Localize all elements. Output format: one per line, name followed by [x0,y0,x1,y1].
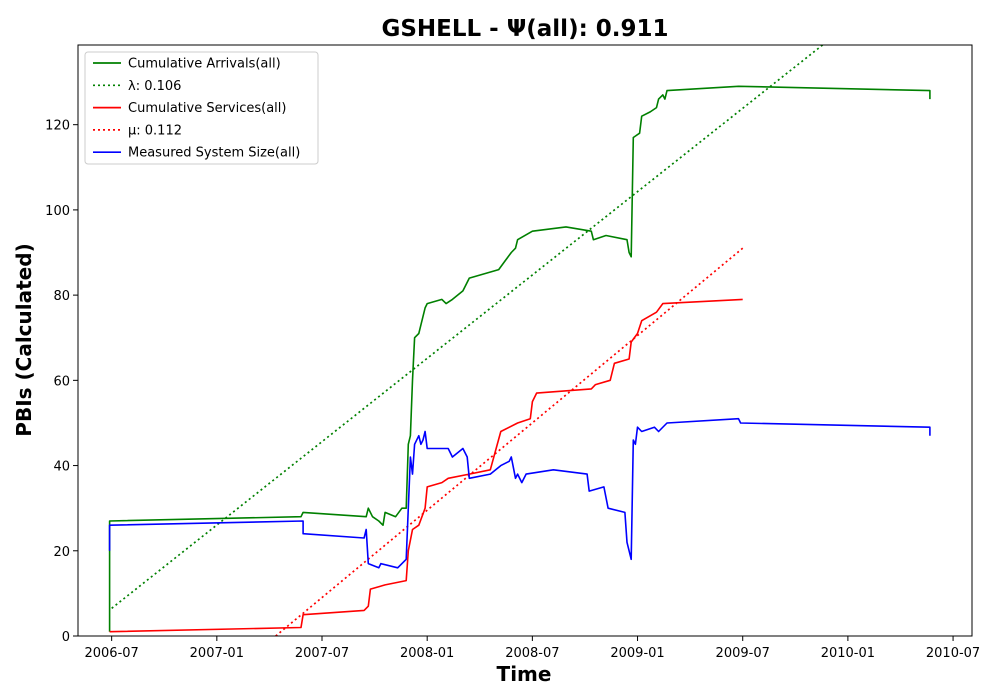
legend-label: λ: 0.106 [128,79,181,94]
x-tick-label: 2010-01 [821,646,875,661]
y-tick-label: 100 [45,204,70,219]
plot-area [108,45,931,636]
y-tick-label: 120 [45,119,70,134]
chart-title: GSHELL - Ψ(all): 0.911 [381,16,668,42]
x-tick-label: 2009-01 [610,646,664,661]
legend: Cumulative Arrivals(all) λ: 0.106 Cumulati… [84,51,319,165]
x-tick-label: 2007-07 [295,646,349,661]
legend-label: Cumulative Services(all) [128,101,286,116]
y-tick-label: 0 [62,630,70,645]
y-axis: 0 20 40 60 80 100 120 [45,119,78,645]
x-axis-label: Time [497,662,552,686]
legend-label: Measured System Size(all) [128,146,300,161]
x-tick-label: 2008-07 [505,646,559,661]
y-tick-label: 60 [53,374,70,389]
series-line-1 [108,85,931,632]
series-line-4 [275,247,744,636]
y-axis-label: PBIs (Calculated) [12,243,36,436]
series-line-5 [108,417,931,569]
x-tick-label: 2006-07 [84,646,138,661]
x-tick-label: 2007-01 [190,646,244,661]
x-tick-label: 2008-01 [400,646,454,661]
y-tick-label: 40 [53,460,70,475]
legend-label: Cumulative Arrivals(all) [128,57,281,72]
x-tick-label: 2009-07 [716,646,770,661]
series-line-2 [111,45,824,609]
series-line-3 [109,298,743,633]
plot-frame [77,44,973,637]
y-tick-label: 80 [53,289,70,304]
x-axis: 2006-07 2007-01 2007-07 2008-01 2008-07 2009-… [84,636,980,661]
legend-box [84,51,319,165]
x-tick-label: 2010-07 [926,646,980,661]
legend-label: μ: 0.112 [128,123,182,138]
y-tick-label: 20 [53,545,70,560]
